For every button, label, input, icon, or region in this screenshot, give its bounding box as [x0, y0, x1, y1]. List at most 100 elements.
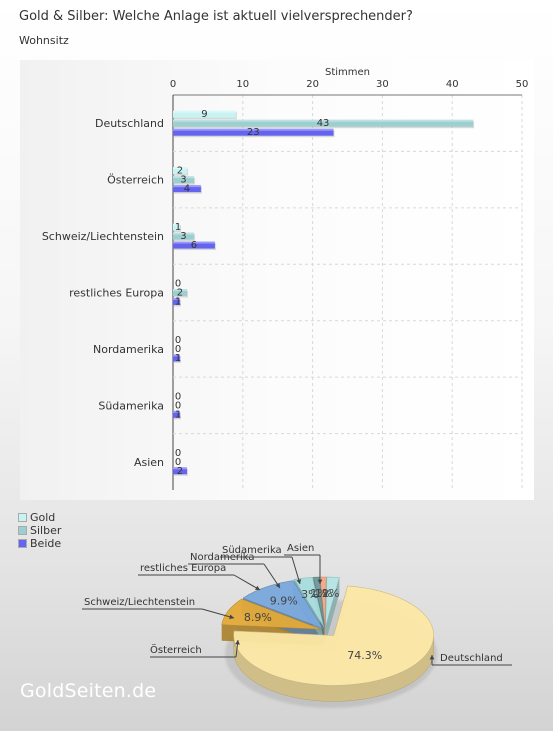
bar-beide: [173, 298, 180, 305]
category-label: Asien: [134, 456, 164, 469]
callout-arrowhead: [275, 583, 280, 588]
pie-value-label: 1%: [310, 587, 327, 600]
legend-item-gold: Gold: [18, 511, 61, 524]
category-label: Schweiz/Liechtenstein: [42, 230, 164, 243]
bar-gold: [173, 110, 236, 118]
category-label: Österreich: [107, 174, 164, 187]
data-label: 9: [201, 109, 207, 120]
data-label: 2: [177, 288, 183, 299]
data-label: 1: [175, 353, 181, 364]
pie-callout-label: restliches Europa: [140, 563, 226, 574]
data-label: 0: [175, 391, 181, 402]
pie-callout-label: Österreich: [150, 643, 202, 656]
legend: Gold Silber Beide: [18, 511, 61, 550]
callout-arrowhead: [235, 640, 240, 645]
bar-highlight: [173, 119, 474, 122]
data-label: 0: [175, 457, 181, 468]
x-tick-label: 30: [376, 79, 389, 90]
data-label: 1: [175, 409, 181, 420]
x-tick-label: 0: [170, 79, 176, 90]
legend-item-beide: Beide: [18, 537, 61, 550]
bar-beide: [173, 241, 215, 249]
pie-value-label: 2%: [322, 587, 339, 600]
x-tick-label: 50: [516, 79, 529, 90]
callout-leader: [201, 608, 235, 619]
pie-slice: [325, 576, 340, 628]
category-label: Nordamerika: [93, 343, 164, 356]
bar-beide: [173, 185, 201, 193]
callout-arrowhead: [317, 579, 323, 584]
pie-value-label: 1%: [315, 587, 332, 600]
callout-leader: [233, 574, 261, 591]
data-label: 0: [175, 344, 181, 355]
bar-highlight: [173, 467, 187, 470]
data-label: 23: [247, 127, 260, 138]
callout-leader: [291, 556, 301, 585]
chart-subtitle: Wohnsitz: [19, 34, 69, 47]
x-tick-label: 40: [446, 79, 459, 90]
data-label: 0: [175, 400, 181, 411]
bar-highlight: [173, 185, 201, 188]
x-tick-label: 20: [306, 79, 319, 90]
bar-beide: [173, 467, 187, 475]
pie-callout-label: Schweiz/Liechtenstein: [84, 597, 195, 608]
category-label: restliches Europa: [69, 287, 164, 300]
pie-callout-label: Südamerika: [222, 545, 282, 556]
bar-silber: [173, 232, 194, 240]
bar-highlight: [173, 232, 194, 235]
pie-slice: [233, 585, 434, 686]
data-label: 0: [175, 279, 181, 290]
pie-slice: [221, 598, 322, 630]
callout-arrowhead: [229, 614, 234, 620]
data-label: 3: [180, 231, 186, 242]
data-label: 3: [180, 175, 186, 186]
legend-label: Beide: [30, 537, 62, 550]
bar-silber: [173, 176, 194, 184]
bar-silber: [173, 119, 474, 127]
bar-gold: [173, 223, 180, 231]
bar-highlight: [173, 289, 187, 291]
pie-value-label: 3%: [301, 588, 318, 601]
callout-arrowhead: [429, 655, 435, 660]
category-label: Deutschland: [95, 117, 164, 130]
data-label: 0: [175, 335, 181, 346]
bar-highlight: [173, 410, 180, 413]
chart-title: Gold & Silber: Welche Anlage ist aktuell…: [19, 9, 413, 24]
legend-label: Gold: [30, 511, 56, 524]
bar-highlight: [173, 110, 236, 113]
legend-item-silber: Silber: [18, 524, 61, 537]
legend-swatch: [18, 526, 27, 535]
legend-swatch: [18, 513, 27, 522]
bar-highlight: [173, 167, 187, 170]
legend-swatch: [18, 539, 27, 548]
data-label: 2: [177, 466, 183, 477]
category-label: Südamerika: [98, 399, 164, 412]
bar-beide: [173, 128, 334, 136]
data-label: 6: [191, 240, 197, 251]
callout-arrowhead: [255, 585, 260, 590]
pie-value-label: 74.3%: [347, 649, 382, 662]
bar-silber: [173, 289, 187, 296]
pie-value-label: 8.9%: [244, 611, 272, 624]
pie-callout-label: Asien: [287, 543, 314, 554]
data-label: 2: [177, 166, 183, 177]
bar-beide: [173, 354, 180, 362]
x-axis-label: Stimmen: [325, 67, 370, 78]
pie-value-label: 9.9%: [270, 595, 298, 608]
x-tick-label: 10: [236, 79, 249, 90]
callout-leader: [263, 563, 281, 589]
data-label: 1: [175, 297, 181, 308]
callout-arrowhead: [296, 579, 302, 584]
pie-callout-label: Deutschland: [440, 653, 503, 664]
bar-highlight: [173, 354, 180, 357]
pie-slice: [242, 580, 324, 629]
pie-slice-edge: [325, 577, 340, 644]
bar-highlight: [173, 223, 180, 226]
watermark-logo: GoldSeiten.de: [20, 680, 157, 702]
bar-highlight: [173, 176, 194, 179]
data-label: 43: [317, 118, 330, 129]
data-label: 0: [175, 448, 181, 459]
bar-gold: [173, 167, 187, 175]
pie-slice: [293, 577, 325, 628]
bar-highlight: [173, 128, 334, 131]
